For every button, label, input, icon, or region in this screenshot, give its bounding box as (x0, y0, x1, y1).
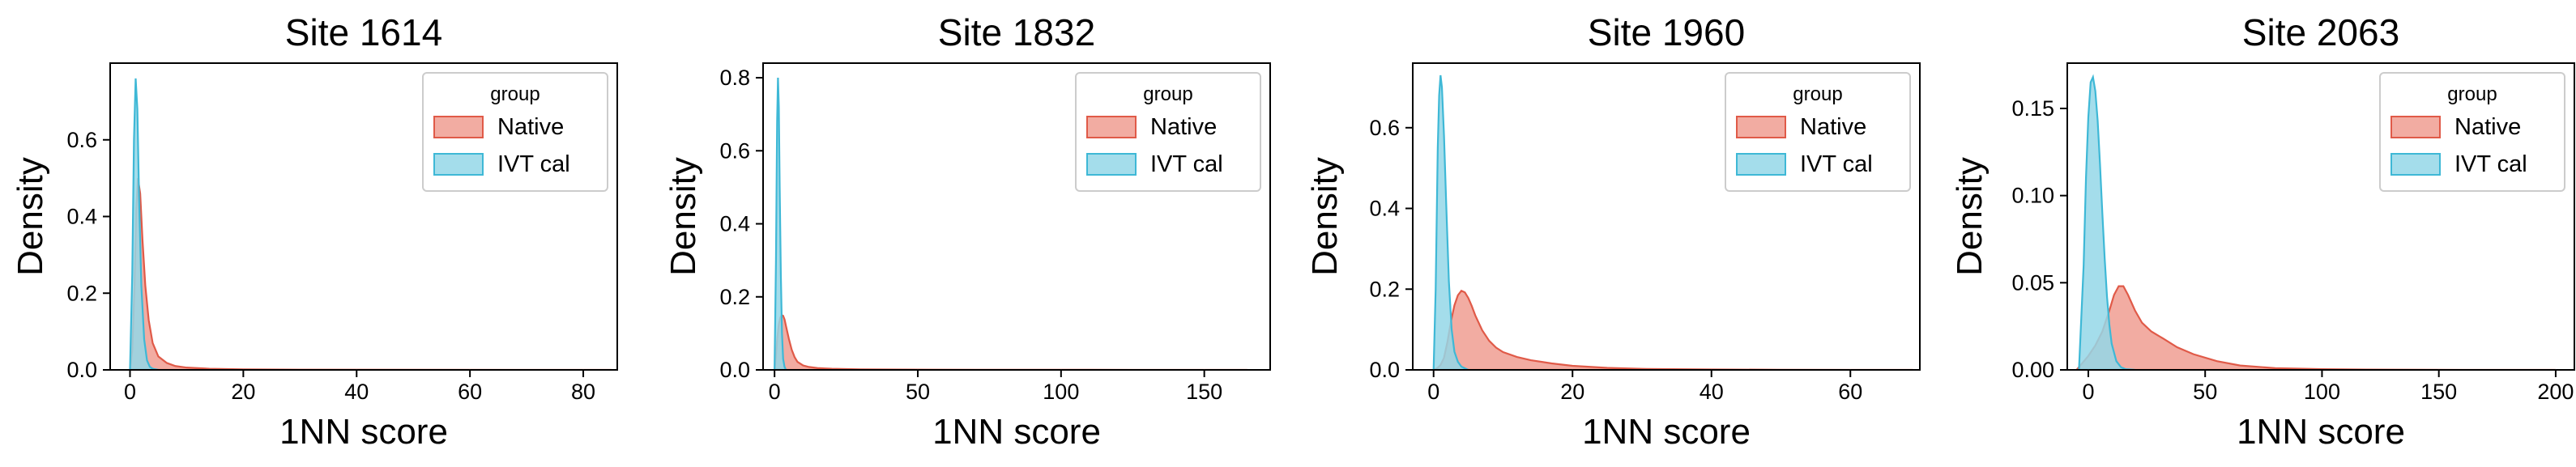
density-area-ivt-cal (2078, 74, 2135, 370)
plot-frame (2066, 62, 2575, 371)
y-tick-label: 0.0 (1369, 358, 1400, 382)
y-tick-label: 0.4 (719, 212, 750, 236)
chart-panel: 0 20 40 60 80 0.0 0.2 0.4 0.6 Site 1614 1NN score D… (11, 11, 618, 452)
x-tick-label: 20 (231, 380, 255, 404)
y-tick-label: 0.15 (2011, 96, 2054, 121)
y-tick-label: 0.0 (66, 358, 97, 382)
x-tick-label: 150 (1186, 380, 1222, 404)
y-tick-label: 0.6 (719, 138, 750, 163)
x-tick-label: 60 (458, 380, 482, 404)
x-tick-label: 50 (906, 380, 930, 404)
legend-title: group (1143, 83, 1192, 105)
y-axis-label: Density (1950, 157, 1990, 276)
density-area-ivt-cal (774, 78, 787, 370)
y-tick-label: 0.2 (1369, 277, 1400, 301)
legend-swatch-ivt-cal (433, 153, 484, 176)
chart-panel: 0 20 40 60 0.0 0.2 0.4 0.6 Site 1960 1NN score Den… (1305, 11, 1921, 452)
legend-swatch-ivt-cal (1736, 153, 1786, 176)
y-tick-label: 0.6 (1369, 116, 1400, 140)
legend-label: IVT cal (1150, 151, 1223, 177)
x-tick-label: 80 (571, 380, 595, 404)
y-axis-label: Density (11, 157, 50, 276)
legend-swatch-native (433, 116, 484, 138)
legend-swatch-native (1086, 116, 1137, 138)
y-tick-label: 0.4 (66, 205, 97, 229)
legend-label: Native (2454, 114, 2521, 140)
legend: group Native IVT cal (1725, 72, 1911, 192)
legend-label: IVT cal (497, 151, 570, 177)
legend-label: Native (1800, 114, 1866, 140)
chart-title: Site 1832 (938, 11, 1095, 53)
legend-swatch-ivt-cal (2390, 153, 2441, 176)
y-tick-label: 0.6 (66, 128, 97, 152)
chart-title: Site 1614 (285, 11, 442, 53)
x-tick-label: 150 (2420, 380, 2457, 404)
density-area-native (774, 313, 1247, 370)
x-tick-label: 40 (344, 380, 369, 404)
plot-frame (762, 62, 1271, 371)
y-tick-label: 0.4 (1369, 197, 1400, 221)
x-axis-label: 1NN score (932, 412, 1101, 452)
x-tick-label: 0 (769, 380, 781, 404)
legend-label: Native (497, 114, 564, 140)
legend: group Native IVT cal (422, 72, 608, 192)
density-area-native (129, 177, 612, 370)
x-tick-label: 100 (2304, 380, 2340, 404)
chart-title: Site 2063 (2242, 11, 2399, 53)
legend-title: group (2447, 83, 2497, 105)
chart-title: Site 1960 (1588, 11, 1745, 53)
x-tick-label: 20 (1560, 380, 1584, 404)
legend-label: IVT cal (2454, 151, 2527, 177)
density-area-ivt-cal (129, 78, 159, 370)
x-axis-label: 1NN score (1582, 412, 1751, 452)
y-tick-label: 0.00 (2011, 358, 2054, 382)
plot-frame (1412, 62, 1921, 371)
x-tick-label: 40 (1700, 380, 1724, 404)
y-tick-label: 0.0 (719, 358, 750, 382)
x-tick-label: 50 (2193, 380, 2217, 404)
density-area-ivt-cal (1432, 74, 1469, 370)
density-area-native (2075, 285, 2556, 370)
x-axis-label: 1NN score (279, 412, 448, 452)
legend: group Native IVT cal (1075, 72, 1261, 192)
legend-title: group (490, 83, 540, 105)
legend-swatch-native (2390, 116, 2441, 138)
y-tick-label: 0.10 (2011, 184, 2054, 208)
legend-swatch-ivt-cal (1086, 153, 1137, 176)
y-axis-label: Density (1305, 157, 1345, 276)
density-area-native (1433, 289, 1913, 370)
legend-label: IVT cal (1800, 151, 1873, 177)
legend-title: group (1793, 83, 1842, 105)
x-tick-label: 0 (1427, 380, 1439, 404)
x-tick-label: 100 (1043, 380, 1079, 404)
x-tick-label: 0 (124, 380, 136, 404)
x-axis-label: 1NN score (2237, 412, 2405, 452)
y-tick-label: 0.05 (2011, 270, 2054, 295)
legend-label: Native (1150, 114, 1217, 140)
x-tick-label: 0 (2082, 380, 2094, 404)
legend: group Native IVT cal (2379, 72, 2565, 192)
legend-swatch-native (1736, 116, 1786, 138)
chart-panel: 0 50 100 150 0.0 0.2 0.4 0.6 0.8 Site 1832 1NN sco… (663, 11, 1271, 452)
x-tick-label: 200 (2537, 380, 2574, 404)
chart-panel: 0 50 100 150 200 0.00 0.05 0.10 0.15 Site 2063 1NN… (1950, 11, 2575, 452)
x-tick-label: 60 (1838, 380, 1862, 404)
y-axis-label: Density (663, 157, 703, 276)
y-tick-label: 0.2 (66, 281, 97, 305)
y-tick-label: 0.2 (719, 285, 750, 309)
y-tick-label: 0.8 (719, 66, 750, 90)
